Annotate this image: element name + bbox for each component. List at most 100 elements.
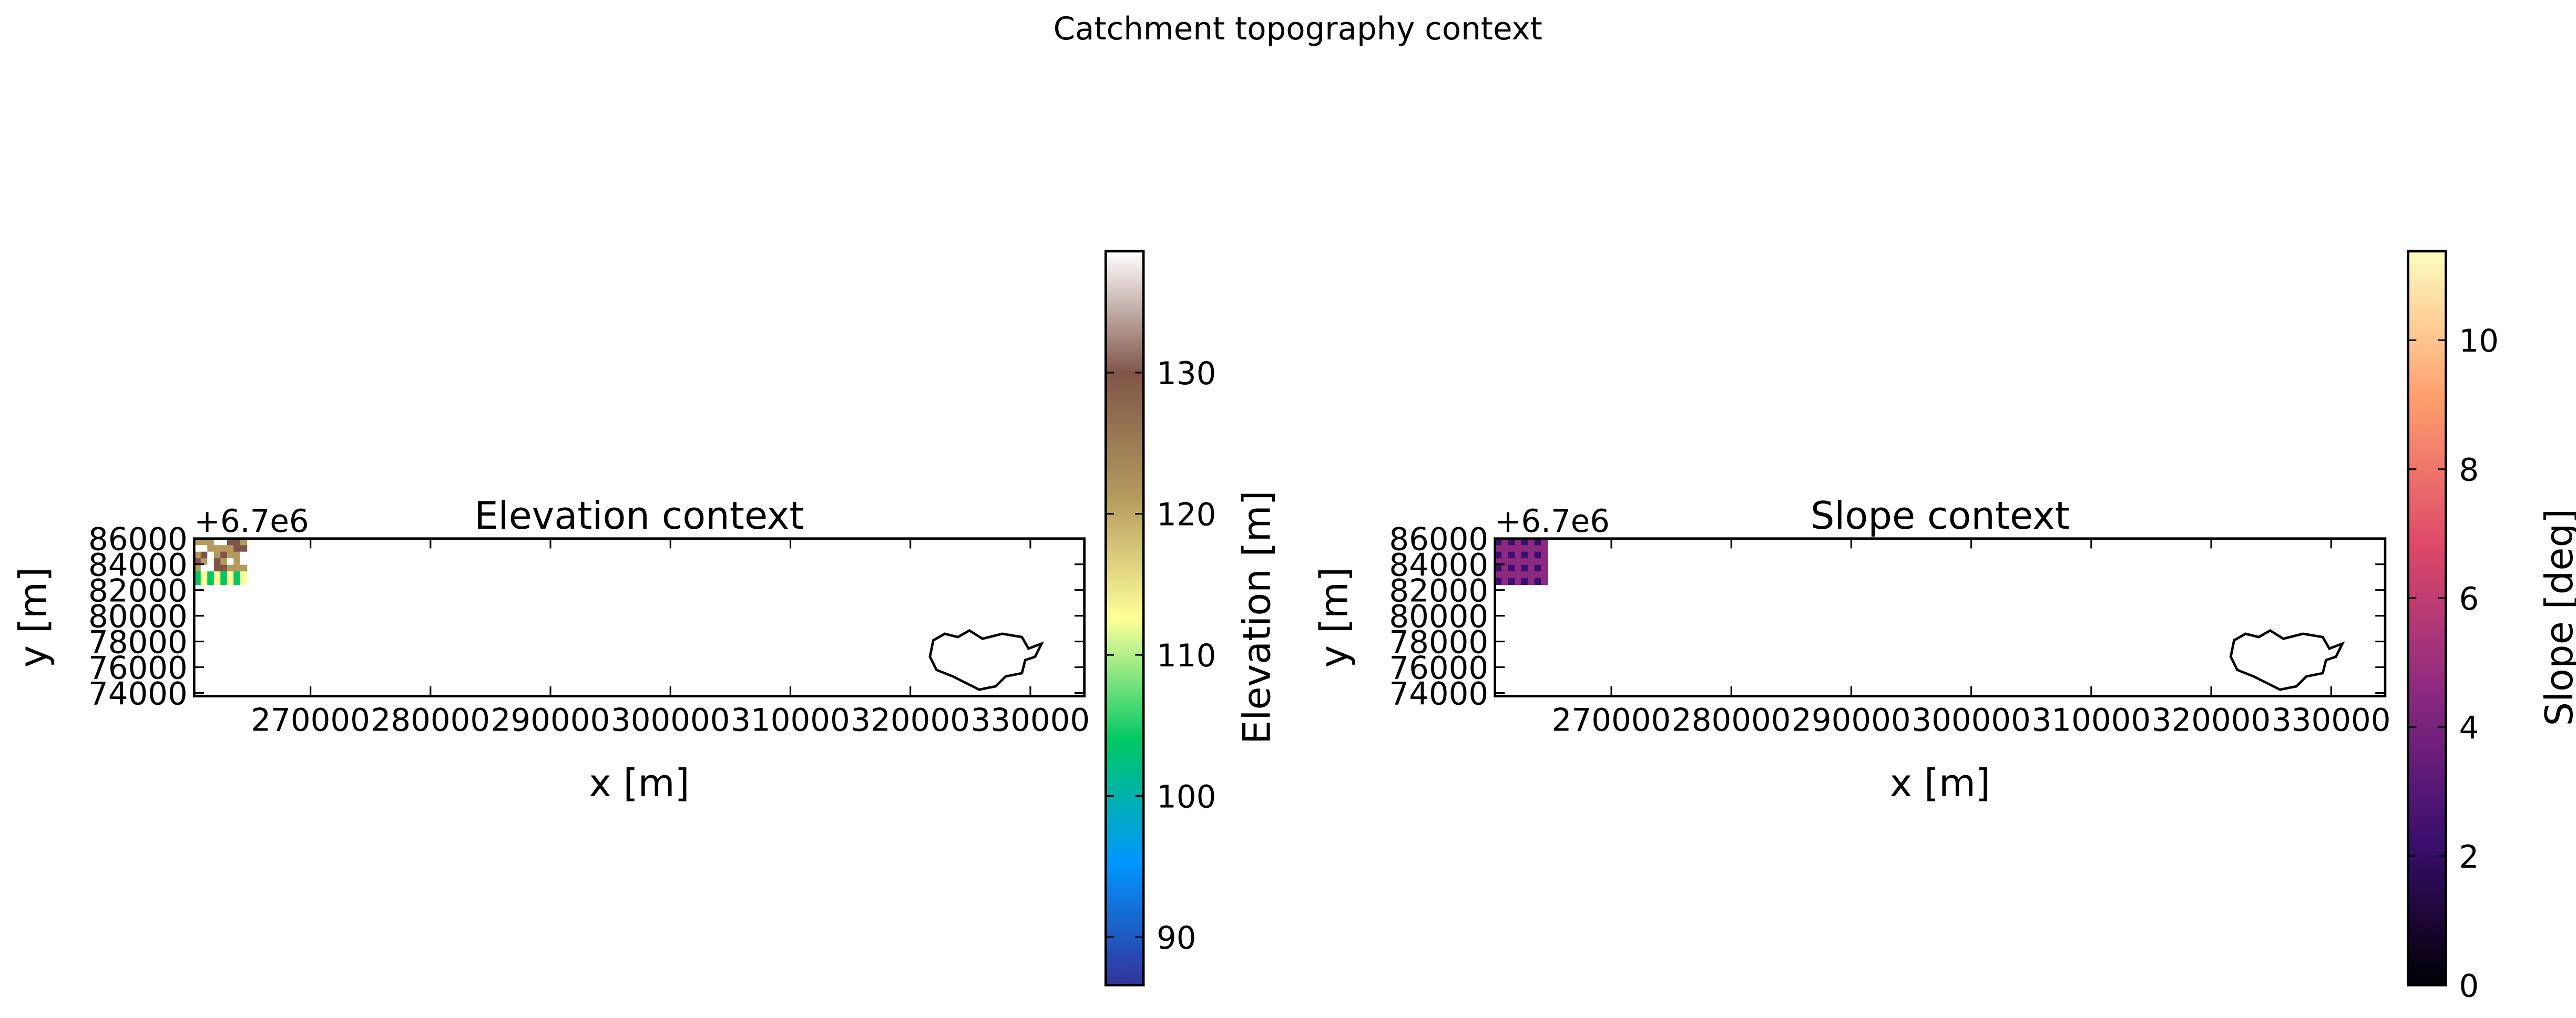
raster-cell (1508, 578, 1516, 585)
raster-cell (220, 545, 228, 552)
x-tick-label: 270000 (251, 702, 370, 738)
raster-cell (233, 545, 241, 552)
raster-cell (1521, 578, 1529, 585)
colorbar-tick-label: 8 (2459, 452, 2479, 488)
raster-cell (213, 538, 221, 546)
raster-cell (233, 538, 241, 546)
raster-cell (1521, 551, 1529, 559)
y-tick-label: 78000 (88, 624, 188, 660)
colorbar-tick-label: 4 (2459, 710, 2479, 746)
raster-cell (240, 578, 248, 585)
x-axis-label: x [m] (1890, 761, 1990, 805)
raster-cell (194, 551, 201, 559)
x-tick-label: 300000 (611, 702, 730, 738)
raster-cell (233, 571, 241, 579)
raster-cell (200, 564, 208, 572)
raster-cell (1495, 564, 1502, 572)
raster-cell (240, 545, 248, 552)
raster-cell (227, 578, 234, 585)
raster-cell (213, 545, 221, 552)
raster-cell (240, 564, 248, 572)
raster-cell (1515, 538, 1522, 546)
raster-cell (1495, 545, 1502, 552)
raster-cell (1508, 538, 1516, 546)
raster-cell (1508, 545, 1516, 552)
raster-cell (1534, 578, 1542, 585)
raster-cell (1515, 571, 1522, 579)
catchment-outline (928, 629, 1045, 691)
raster-cell (227, 538, 234, 546)
raster-cell (1521, 545, 1529, 552)
raster-cell (1515, 578, 1522, 585)
raster-cell (227, 545, 234, 552)
raster-cell (1528, 564, 1535, 572)
raster-cell (1515, 551, 1522, 559)
y-tick-label: 82000 (88, 573, 188, 609)
raster-cell (213, 571, 221, 579)
raster-cell (207, 571, 214, 579)
axes-frame (1494, 537, 2387, 698)
raster-cell (1528, 558, 1535, 565)
raster-cell (227, 551, 234, 559)
raster-cell (233, 551, 241, 559)
raster-cell (1501, 578, 1509, 585)
raster-cell (1534, 571, 1542, 579)
raster-cell (1515, 558, 1522, 565)
y-tick-label: 86000 (1389, 521, 1488, 558)
raster-cell (1501, 545, 1509, 552)
x-axis-label: x [m] (589, 761, 689, 805)
raster-cell (227, 558, 234, 565)
raster-cell (200, 551, 208, 559)
raster-cell (240, 571, 248, 579)
raster-cell (1501, 538, 1509, 546)
y-tick-label: 82000 (1389, 573, 1488, 609)
x-tick-label: 310000 (2032, 702, 2151, 738)
raster-cell (220, 558, 228, 565)
colorbar-tick-label: 100 (1157, 779, 1216, 815)
raster-cell (194, 538, 201, 546)
raster-cell (1495, 538, 1502, 546)
raster-cell (1534, 545, 1542, 552)
colorbar-tick-label: 130 (1157, 355, 1216, 392)
raster-cell (1521, 558, 1529, 565)
raster-cell (1541, 551, 1548, 559)
raster-cell (194, 564, 201, 572)
raster-cell (1521, 564, 1529, 572)
y-tick-label: 86000 (88, 521, 188, 558)
raster-cell (207, 564, 214, 572)
raster-cell (1541, 578, 1548, 585)
raster-cell (1534, 551, 1542, 559)
raster-cell (207, 578, 214, 585)
raster-cell (1534, 538, 1542, 546)
colorbar-tick-label: 0 (2459, 968, 2479, 1004)
x-tick-label: 330000 (971, 702, 1090, 738)
catchment-outline (2229, 629, 2345, 691)
raster-cell (240, 558, 248, 565)
y-tick-label: 76000 (1389, 650, 1488, 686)
x-tick-label: 320000 (851, 702, 970, 738)
raster-cell (1541, 545, 1548, 552)
y-tick-label: 78000 (1389, 624, 1488, 660)
raster-cell (1528, 538, 1535, 546)
raster-cell (1508, 558, 1516, 565)
y-tick-label: 80000 (88, 599, 188, 635)
raster-cell (1541, 538, 1548, 546)
colorbar-label: Slope [deg] (2537, 509, 2576, 726)
colorbar-tick-label: 6 (2459, 581, 2479, 617)
raster-cell (207, 551, 214, 559)
x-tick-label: 320000 (2152, 702, 2271, 738)
raster-cell (194, 578, 201, 585)
axes-title: Elevation context (474, 493, 804, 538)
x-tick-label: 280000 (371, 702, 490, 738)
y-tick-label: 76000 (88, 650, 188, 686)
raster-cell (1534, 564, 1542, 572)
y-tick-label: 84000 (1389, 547, 1488, 583)
raster-cell (200, 571, 208, 579)
raster-cell (220, 578, 228, 585)
raster-cell (200, 545, 208, 552)
raster-cell (220, 571, 228, 579)
colorbar-tick-label: 10 (2459, 323, 2499, 359)
raster-cell (200, 578, 208, 585)
colorbar-label: Elevation [m] (1235, 490, 1279, 744)
